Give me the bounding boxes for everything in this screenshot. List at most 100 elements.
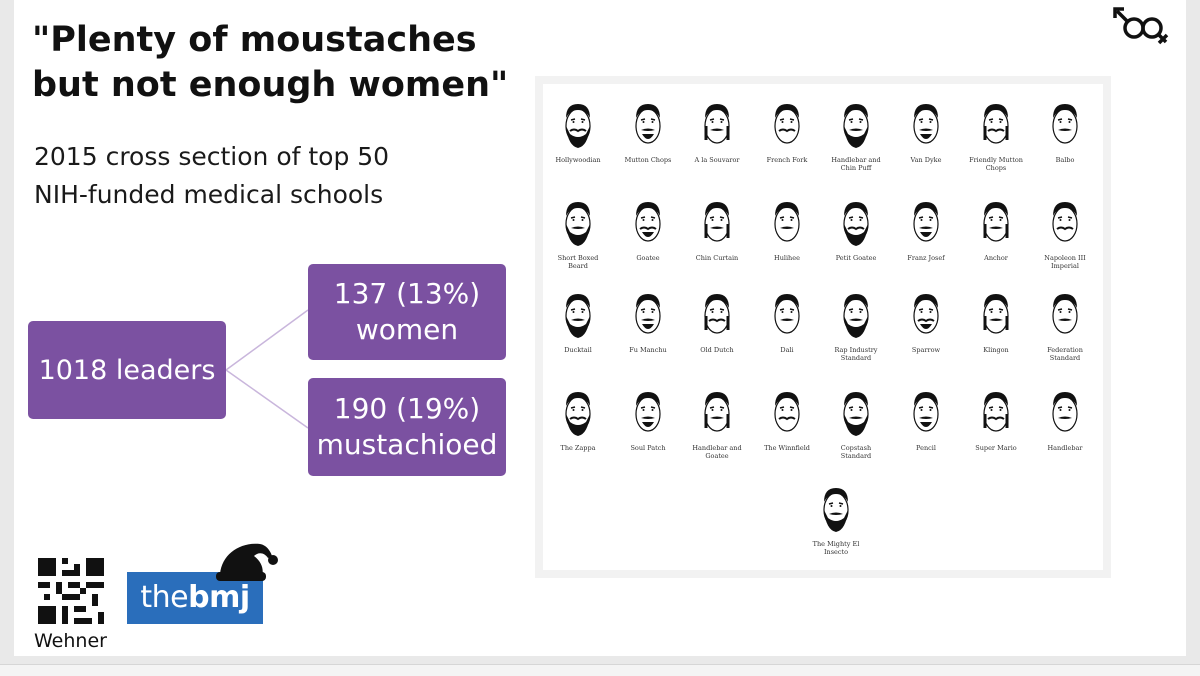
moustache-face-icon (565, 392, 591, 436)
moustache-style-item: Anchor (965, 194, 1027, 262)
slide: "Plenty of moustaches but not enough wom… (14, 0, 1186, 656)
moustache-style-item: Goatee (617, 194, 679, 262)
moustache-style-item: Hulihee (756, 194, 818, 262)
moustache-style-item: Mutton Chops (617, 96, 679, 164)
moustache-style-item: Handlebar (1034, 384, 1096, 452)
moustache-style-label: Soul Patch (630, 444, 666, 452)
moustache-style-item: Ducktail (547, 286, 609, 354)
moustache-style-label: Fu Manchu (629, 346, 667, 354)
moustache-face-icon (774, 294, 800, 334)
moustache-face-icon (1052, 104, 1078, 144)
qr-code-icon (38, 558, 104, 624)
moustache-style-item: Franz Josef (895, 194, 957, 262)
connector-lines (225, 309, 309, 429)
moustache-style-item: Pencil (895, 384, 957, 452)
moustache-style-item: French Fork (756, 96, 818, 164)
moustache-face-icon (843, 202, 869, 246)
moustache-style-item: Fu Manchu (617, 286, 679, 354)
moustache-style-label: Ducktail (564, 346, 592, 354)
moustache-face-icon (565, 294, 591, 338)
moustache-style-label: French Fork (766, 156, 808, 164)
women-label: women (355, 313, 459, 346)
moustache-face-icon (635, 202, 661, 242)
moustache-face-icon (704, 104, 730, 144)
next-slide-edge (0, 664, 1200, 676)
mustachioed-box: 190 (19%) mustachioed (308, 378, 506, 476)
gender-symbols-icon (1113, 7, 1169, 45)
santa-hat-icon (216, 543, 278, 581)
moustache-face-icon (565, 104, 591, 148)
moustache-style-item: A la Souvaror (686, 96, 748, 164)
moustache-style-item: Chin Curtain (686, 194, 748, 262)
moustache-style-item: Copstash Standard (825, 384, 887, 460)
title-line-2: but not enough women" (32, 65, 509, 105)
moustache-style-label: Super Mario (975, 444, 1017, 452)
moustache-face-icon (704, 202, 730, 242)
moustache-face-icon (843, 392, 869, 436)
moustache-style-item: Van Dyke (895, 96, 957, 164)
bmj-logo-prefix: the (140, 580, 189, 615)
moustache-style-label: Handlebar (1047, 444, 1083, 452)
moustache-face-icon (565, 202, 591, 246)
moustache-style-item: Short Boxed Beard (547, 194, 609, 270)
moustache-style-item: The Winnfield (756, 384, 818, 452)
moustache-face-icon (774, 392, 800, 432)
moustache-style-label: Short Boxed Beard (557, 254, 599, 270)
moustache-style-item: Napoleon III Imperial (1034, 194, 1096, 270)
moustache-style-item: Rap Industry Standard (825, 286, 887, 362)
moustache-style-label: Hulihee (774, 254, 800, 262)
moustache-face-icon (913, 104, 939, 144)
moustache-style-label: Dali (780, 346, 794, 354)
moustache-style-label: Old Dutch (700, 346, 734, 354)
moustache-face-icon (704, 392, 730, 432)
moustache-style-item: Soul Patch (617, 384, 679, 452)
moustache-style-label: Hollywoodian (555, 156, 601, 164)
moustache-face-icon (823, 488, 849, 532)
moustache-style-item: Federation Standard (1034, 286, 1096, 362)
moustache-face-icon (983, 202, 1009, 242)
moustache-face-icon (843, 294, 869, 338)
women-count: 137 (13%) (333, 277, 481, 310)
moustache-style-item: The Mighty El Insecto (805, 480, 867, 556)
women-box: 137 (13%) women (308, 264, 506, 360)
moustache-style-item: Handlebar and Goatee (686, 384, 748, 460)
moustache-face-icon (774, 202, 800, 242)
bmj-logo-suffix: bmj (188, 580, 250, 615)
leaders-box: 1018 leaders (28, 321, 226, 419)
moustache-style-item: Old Dutch (686, 286, 748, 354)
moustache-face-icon (774, 104, 800, 144)
slide-title: "Plenty of moustaches but not enough wom… (32, 18, 512, 108)
moustache-style-label: Balbo (1055, 156, 1075, 164)
moustache-style-label: Goatee (636, 254, 660, 262)
moustache-face-icon (983, 392, 1009, 432)
moustache-style-item: Dali (756, 286, 818, 354)
moustache-style-item: Friendly Mutton Chops (965, 96, 1027, 172)
moustache-face-icon (983, 104, 1009, 144)
mustachioed-label: mustachioed (316, 428, 498, 461)
moustache-style-label: Friendly Mutton Chops (969, 156, 1023, 172)
moustache-style-label: Napoleon III Imperial (1044, 254, 1086, 270)
moustache-style-label: Chin Curtain (695, 254, 739, 262)
moustache-face-icon (1052, 392, 1078, 432)
moustache-style-item: Petit Goatee (825, 194, 887, 262)
moustache-style-label: Rap Industry Standard (834, 346, 878, 362)
moustache-style-label: Handlebar and Goatee (692, 444, 742, 460)
moustache-face-icon (635, 104, 661, 144)
moustache-style-label: The Winnfield (764, 444, 810, 452)
moustache-face-icon (635, 294, 661, 334)
moustache-style-item: The Zappa (547, 384, 609, 452)
moustache-face-icon (983, 294, 1009, 334)
subtitle-line-1: 2015 cross section of top 50 (34, 142, 390, 171)
moustache-style-label: The Mighty El Insecto (812, 540, 860, 556)
moustache-face-icon (1052, 294, 1078, 334)
moustache-style-item: Hollywoodian (547, 96, 609, 164)
moustache-style-label: Klingon (983, 346, 1009, 354)
moustache-style-label: Franz Josef (907, 254, 945, 262)
moustache-face-icon (913, 392, 939, 432)
leaders-label: 1018 leaders (38, 354, 216, 386)
moustache-style-label: Mutton Chops (624, 156, 672, 164)
moustache-style-label: Sparrow (911, 346, 941, 354)
moustache-face-icon (704, 294, 730, 334)
moustache-style-item: Klingon (965, 286, 1027, 354)
moustache-style-label: Petit Goatee (835, 254, 877, 262)
